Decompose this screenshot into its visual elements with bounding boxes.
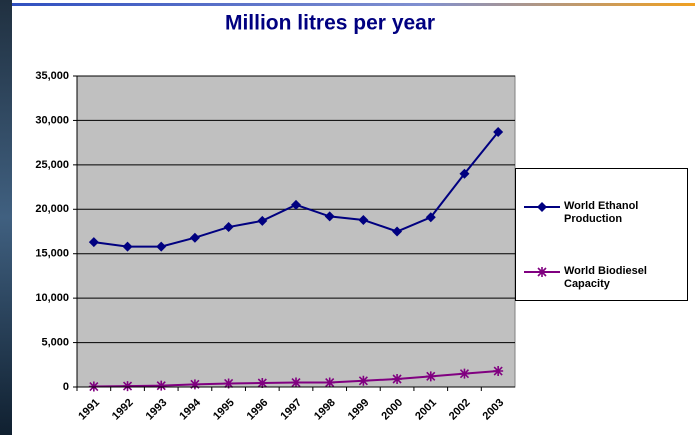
point	[223, 222, 234, 233]
plot-area	[76, 75, 516, 388]
point	[122, 241, 133, 252]
x-tick-label: 1999	[346, 397, 372, 423]
point	[291, 199, 301, 210]
top-bar	[12, 3, 695, 6]
point	[189, 232, 200, 243]
x-tick-label: 1992	[110, 397, 136, 423]
point	[324, 211, 335, 222]
point	[189, 379, 200, 390]
x-tick-label: 1993	[144, 397, 170, 423]
y-tick-label: 25,000	[35, 159, 69, 171]
x-tick-label: 1995	[211, 397, 237, 423]
point	[122, 381, 133, 392]
legend-label: World Ethanol Production	[564, 200, 639, 225]
y-tick-label: 10,000	[35, 292, 69, 304]
point	[493, 126, 504, 137]
legend-key	[524, 267, 560, 277]
legend-entry: World Biodiesel Capacity	[522, 265, 674, 291]
x-tick-label: 1991	[76, 397, 102, 423]
y-tick-label: 30,000	[35, 114, 69, 126]
point	[425, 371, 436, 382]
legend: World Ethanol Production World Biodiesel …	[515, 168, 688, 301]
point	[537, 202, 547, 212]
x-tick-label: 2001	[413, 397, 439, 423]
point	[358, 375, 369, 386]
point	[392, 226, 403, 237]
point	[425, 212, 436, 223]
x-tick-label: 2002	[447, 397, 473, 423]
point	[459, 368, 470, 379]
side-strip	[0, 0, 12, 435]
y-tick-label: 5,000	[41, 336, 69, 348]
point	[88, 237, 99, 248]
point	[493, 366, 504, 377]
legend-entry: World Ethanol Production	[522, 200, 674, 226]
x-tick-label: 1994	[177, 396, 203, 422]
legend-label: World Biodiesel Capacity	[564, 265, 647, 290]
y-tick-label: 15,000	[35, 248, 69, 260]
point	[223, 378, 234, 389]
y-tick-label: 20,000	[35, 203, 69, 215]
point	[257, 215, 268, 226]
y-tick-label: 0	[63, 381, 69, 393]
x-tick-label: 1997	[278, 397, 304, 423]
legend-key	[524, 202, 560, 212]
point	[291, 377, 301, 388]
point	[459, 168, 470, 179]
x-tick-label: 1996	[245, 397, 271, 423]
point	[392, 374, 403, 385]
x-tick-label: 2000	[379, 397, 405, 423]
x-tick-label: 1998	[312, 397, 338, 423]
point	[156, 241, 167, 252]
x-tick-label: 2003	[481, 397, 507, 423]
point	[257, 378, 268, 389]
point	[358, 214, 369, 225]
y-tick-label: 35,000	[35, 70, 69, 82]
point	[324, 377, 335, 388]
point	[537, 267, 547, 277]
point	[156, 380, 167, 391]
chart-title: Million litres per year	[225, 12, 435, 35]
